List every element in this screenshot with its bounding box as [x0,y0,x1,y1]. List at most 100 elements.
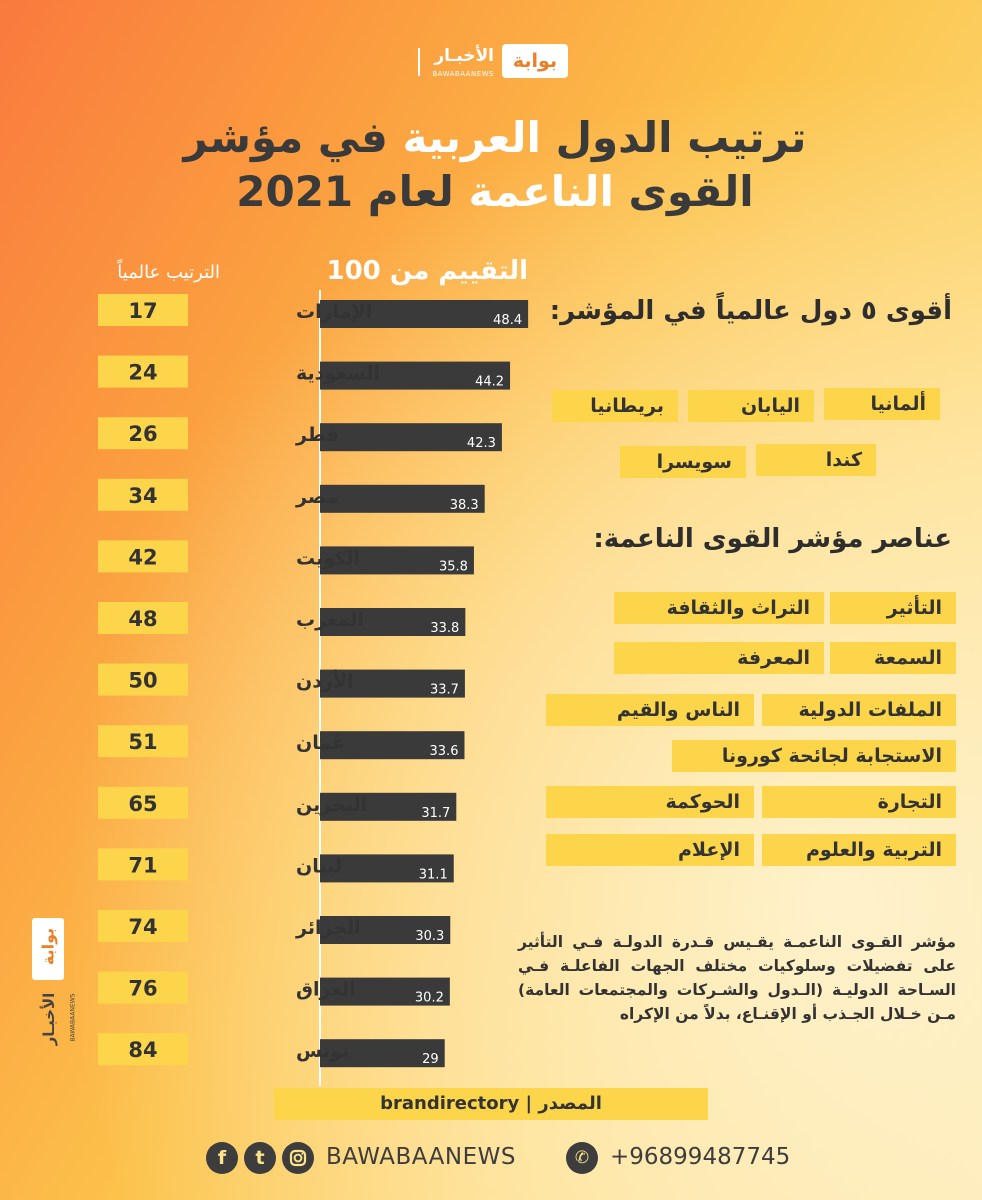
top5-country: بريطانيا [552,390,678,422]
logo-latin-vertical: BAWABAANEWS [69,993,77,1042]
bar-value-label: 33.7 [430,683,459,698]
rank-label: 24 [128,361,157,385]
logo-badge: بوابة [502,44,568,78]
element-tag: التربية والعلوم [762,834,956,866]
bar [320,792,457,821]
facebook-icon[interactable]: f [206,1142,238,1174]
rank-label: 51 [128,730,157,754]
footer-handle[interactable]: BAWABAANEWS [326,1144,516,1170]
element-tag: التراث والثقافة [614,592,824,624]
rank-box [98,478,188,511]
elements-heading: عناصر مؤشر القوى الناعمة: [593,524,952,554]
bar [320,300,529,328]
brand-logo-vertical: بوابة الأخبـار BAWABAANEWS [28,918,77,1058]
top5-country: سويسرا [620,446,746,478]
bar-value-label: 30.3 [415,929,444,944]
bar [320,669,465,698]
country-label: السعودية [296,363,380,385]
country-label: مصر [295,486,338,508]
footer-phone[interactable]: +96899487745 [610,1144,791,1170]
rank-box [98,725,188,758]
title-part: في مؤشر [183,113,388,162]
title-part: القوى [628,167,754,216]
element-tag: الحوكمة [546,786,754,818]
bar [320,854,454,883]
element-tag: المعرفة [614,642,824,674]
element-tag: الاستجابة لجائحة كورونا [672,740,956,772]
rank-box [98,540,188,573]
logo-word: الأخبـار [434,46,494,66]
rank-box [98,417,188,450]
bar [320,484,485,513]
logo-separator [418,48,420,76]
country-label: المغرب [296,609,364,631]
bar-value-label: 30.2 [415,991,444,1006]
rank-label: 48 [128,607,157,631]
bar [320,361,511,390]
bar-value-label: 31.7 [421,806,450,821]
rank-label: 50 [128,669,157,693]
title-highlight: الناعمة [468,167,614,216]
country-label: العراق [296,979,356,1001]
rank-box [98,602,188,634]
logo-badge-vertical: بوابة [32,918,64,980]
bar-value-label: 48.4 [493,313,522,328]
country-label: الكويت [296,547,360,569]
bar [320,423,502,452]
source-separator: | [519,1093,533,1114]
rank-box [98,294,188,326]
element-tag: التجارة [762,786,956,818]
rank-box [98,971,188,1004]
country-label: تونس [296,1040,349,1062]
rank-box [98,910,188,942]
country-label: البحرين [296,794,367,816]
bar [320,608,466,636]
title-line-2: القوى الناعمة لعام 2021 [150,166,840,218]
bar-value-label: 31.1 [419,867,448,882]
rank-label: 34 [128,484,157,508]
bar [320,977,450,1006]
instagram-icon[interactable] [282,1142,314,1174]
rank-label: 76 [128,977,157,1001]
twitter-icon[interactable]: t [244,1142,276,1174]
rank-label: 74 [128,915,157,939]
rank-label: 26 [128,422,157,446]
title-line-1: ترتيب الدول العربية في مؤشر [150,112,840,164]
bar-value-label: 35.8 [439,559,468,574]
country-label: الإمارات [296,301,372,323]
title-part: ترتيب الدول [555,113,807,162]
instagram-glyph [289,1149,307,1167]
country-label: عُمان [296,732,345,754]
rank-label: 84 [128,1038,157,1062]
bar [320,546,474,575]
rank-header: الترتيب عالمياً [117,262,220,283]
top5-country: ألمانيا [824,388,940,420]
rank-label: 42 [128,545,157,569]
logo-word-vertical: الأخبـار [40,992,58,1046]
bar-value-label: 42.3 [467,436,496,451]
rank-box [98,786,188,819]
element-tag: الناس والقيم [546,694,754,726]
country-label: الأردن [296,670,354,693]
bar-value-label: 29 [422,1052,439,1067]
rank-label: 71 [128,853,157,877]
rank-label: 65 [128,792,157,816]
title-highlight: العربية [402,113,541,162]
element-tag: التأثير [830,592,956,624]
whatsapp-icon[interactable]: ✆ [566,1142,598,1174]
rank-box [98,848,188,881]
bar-value-label: 33.8 [430,621,459,636]
top5-country: اليابان [688,390,814,422]
index-description: مؤشر القـوى الناعمـة يقـيس قـدرة الدولـة… [518,933,956,1023]
bar [320,731,465,760]
source-value: brandirectory [380,1093,520,1114]
element-tag: الإعلام [546,834,754,866]
country-label: الجزائر [295,917,361,939]
bar-value-label: 33.6 [430,744,459,759]
element-tag: السمعة [830,642,956,674]
brand-logo: الأخبـار BAWABAANEWS بوابة [418,44,568,84]
source-bar: المصدر | brandirectory [274,1088,708,1120]
source-label: المصدر [538,1093,602,1114]
logo-latin: BAWABAANEWS [432,70,494,78]
